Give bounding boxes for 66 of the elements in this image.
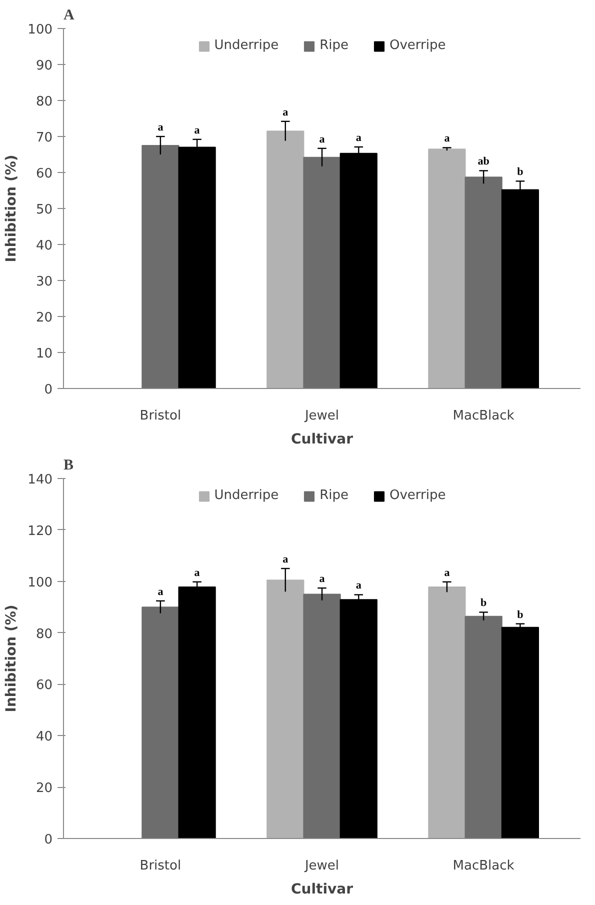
legend-label: Overripe — [389, 488, 446, 503]
x-tick-label: MacBlack — [452, 408, 515, 424]
legend-label: Underripe — [214, 38, 279, 53]
y-tick-label: 80 — [36, 626, 53, 642]
bar — [340, 599, 378, 838]
chart-title: B — [64, 458, 74, 474]
data-label: a — [194, 124, 200, 136]
data-label: a — [444, 132, 450, 145]
y-tick-label: 0 — [44, 832, 53, 848]
x-tick-label: Bristol — [140, 858, 182, 874]
data-label: a — [194, 566, 200, 579]
data-label: b — [517, 166, 524, 178]
data-label: ab — [478, 156, 490, 168]
bar — [464, 176, 502, 388]
y-tick-label: 20 — [36, 781, 53, 796]
chart-title: A — [64, 8, 74, 24]
y-tick-label: 140 — [28, 472, 53, 488]
legend-label: Overripe — [389, 38, 446, 53]
x-tick-label: Jewel — [304, 858, 340, 874]
bar — [266, 130, 304, 388]
y-tick-label: 80 — [36, 94, 53, 110]
y-axis-title: Inhibition (%) — [4, 604, 20, 712]
y-tick-label: 90 — [36, 58, 53, 74]
y-tick-label: 30 — [36, 274, 53, 290]
data-label: a — [356, 580, 362, 592]
data-label: b — [480, 597, 487, 610]
bar — [501, 626, 539, 838]
legend-label: Ripe — [320, 38, 348, 53]
data-label: a — [444, 566, 450, 579]
data-label: a — [319, 573, 326, 586]
bar — [428, 148, 466, 388]
y-tick-label: 100 — [28, 22, 53, 38]
data-label: a — [356, 132, 362, 144]
x-tick-label: MacBlack — [452, 858, 515, 874]
y-tick-label: 70 — [36, 130, 53, 146]
x-tick-label: Jewel — [304, 408, 340, 424]
data-label: a — [158, 122, 164, 134]
y-tick-label: 40 — [36, 730, 53, 745]
data-label: a — [282, 106, 289, 118]
y-tick-label: 40 — [36, 238, 53, 254]
data-label: a — [158, 586, 164, 598]
bar — [142, 606, 180, 838]
y-tick-label: 10 — [36, 346, 53, 362]
y-tick-label: 100 — [28, 575, 53, 590]
bar — [266, 580, 304, 838]
data-label: a — [282, 554, 289, 566]
legend-label: Underripe — [214, 488, 279, 503]
y-axis-title: Inhibition (%) — [4, 154, 20, 262]
y-tick-label: 60 — [36, 678, 53, 694]
y-tick-label: 0 — [44, 382, 53, 398]
bar — [142, 145, 180, 388]
bar — [428, 586, 466, 838]
y-tick-label: 50 — [36, 202, 53, 218]
bar — [464, 616, 502, 838]
bar — [303, 156, 341, 388]
bar — [303, 594, 341, 838]
y-tick-label: 60 — [36, 166, 53, 182]
y-tick-label: 20 — [36, 310, 53, 326]
x-axis-title: Cultivar — [290, 432, 354, 448]
x-axis-title: Cultivar — [290, 882, 354, 898]
y-tick-label: 120 — [28, 524, 53, 539]
data-label: b — [517, 608, 524, 621]
legend-label: Ripe — [320, 488, 348, 503]
bar — [178, 586, 216, 838]
data-label: a — [319, 133, 326, 146]
x-tick-label: Bristol — [140, 408, 182, 424]
